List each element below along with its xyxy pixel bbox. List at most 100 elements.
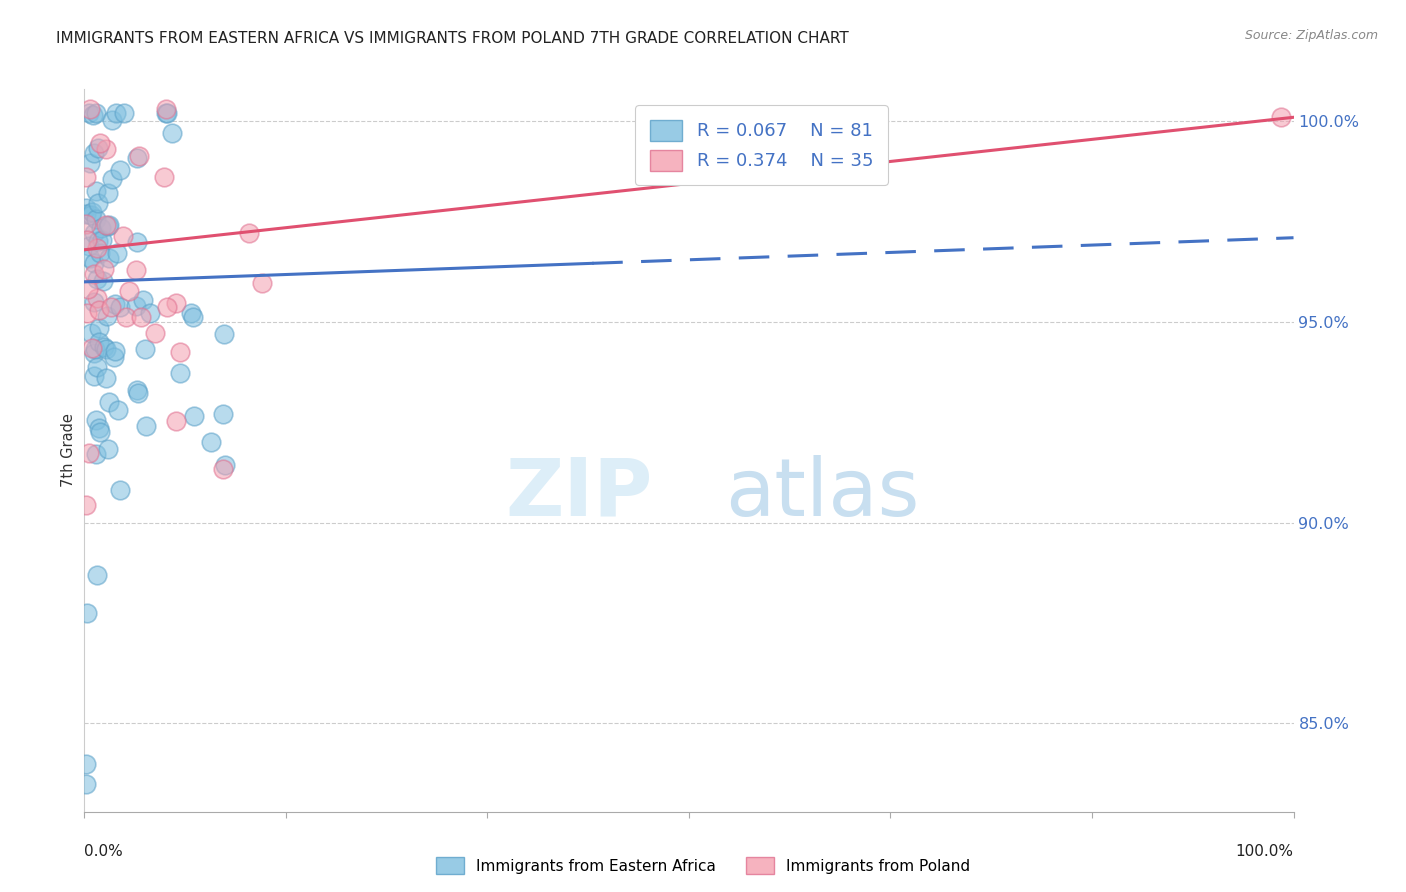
Point: [83, 346, 105, 360]
Point: [108, 483, 131, 497]
Point: [100, 300, 122, 314]
Point: [112, 106, 135, 120]
Point: [156, 106, 179, 120]
Point: [108, 300, 131, 314]
Point: [87, 234, 110, 248]
Point: [94, 142, 117, 156]
Point: [91, 274, 114, 288]
Point: [97, 219, 120, 233]
Point: [212, 326, 235, 341]
Point: [131, 293, 153, 308]
Point: [75, 756, 97, 771]
Point: [75, 498, 97, 512]
Point: [82, 108, 104, 122]
Point: [83, 369, 105, 384]
Point: [181, 310, 204, 325]
Point: [86, 291, 108, 305]
Point: [128, 149, 150, 163]
Point: [86, 568, 108, 582]
Point: [84, 184, 107, 198]
Point: [97, 186, 120, 201]
Point: [89, 321, 111, 335]
Point: [153, 169, 176, 184]
Point: [90, 220, 112, 235]
Point: [79, 251, 101, 265]
Point: [86, 272, 108, 286]
Point: [77, 446, 100, 460]
Point: [114, 310, 136, 324]
Point: [101, 172, 124, 186]
Point: [79, 103, 101, 117]
Point: [129, 310, 152, 325]
Point: [108, 163, 131, 178]
Point: [212, 462, 235, 476]
Point: [86, 241, 108, 255]
Point: [105, 106, 128, 120]
Point: [96, 371, 118, 385]
Point: [87, 195, 110, 210]
Point: [75, 217, 97, 231]
Point: [96, 310, 118, 324]
Text: atlas: atlas: [725, 455, 920, 533]
Point: [87, 303, 110, 318]
Point: [134, 343, 156, 357]
Point: [89, 136, 111, 150]
Y-axis label: 7th Grade: 7th Grade: [60, 414, 76, 487]
Point: [138, 306, 160, 320]
Point: [160, 126, 183, 140]
Point: [118, 285, 141, 299]
Point: [84, 447, 107, 461]
Point: [76, 607, 98, 621]
Point: [238, 226, 260, 240]
Point: [103, 343, 125, 358]
Point: [125, 235, 148, 249]
Text: ZIP: ZIP: [505, 455, 652, 533]
Point: [250, 276, 273, 290]
Point: [75, 207, 97, 221]
Point: [89, 425, 111, 440]
Point: [200, 435, 222, 450]
Point: [180, 306, 202, 320]
Point: [79, 239, 101, 253]
Point: [89, 245, 111, 260]
Point: [125, 384, 148, 398]
Point: [75, 170, 97, 185]
Text: 100.0%: 100.0%: [1236, 844, 1294, 859]
Point: [101, 112, 124, 127]
Point: [166, 414, 188, 428]
Point: [75, 777, 97, 791]
Point: [211, 407, 233, 421]
Legend: R = 0.067    N = 81, R = 0.374    N = 35: R = 0.067 N = 81, R = 0.374 N = 35: [636, 105, 887, 185]
Point: [111, 229, 134, 244]
Point: [83, 256, 105, 270]
Point: [143, 326, 166, 341]
Point: [165, 296, 187, 310]
Point: [97, 442, 120, 456]
Point: [90, 233, 112, 247]
Point: [103, 350, 125, 364]
Point: [79, 156, 101, 170]
Point: [125, 262, 148, 277]
Point: [83, 267, 105, 281]
Point: [75, 201, 97, 215]
Point: [155, 103, 177, 117]
Point: [105, 246, 128, 260]
Point: [125, 151, 148, 165]
Point: [98, 251, 121, 265]
Point: [135, 419, 157, 434]
Point: [80, 326, 103, 341]
Point: [87, 421, 110, 435]
Point: [169, 366, 191, 380]
Point: [83, 294, 105, 309]
Point: [86, 360, 108, 375]
Point: [84, 106, 107, 120]
Point: [80, 341, 103, 355]
Point: [83, 146, 105, 161]
Point: [156, 300, 179, 314]
Point: [107, 403, 129, 417]
Point: [1270, 111, 1292, 125]
Point: [155, 106, 177, 120]
Point: [169, 345, 191, 359]
Point: [83, 342, 105, 356]
Point: [104, 297, 127, 311]
